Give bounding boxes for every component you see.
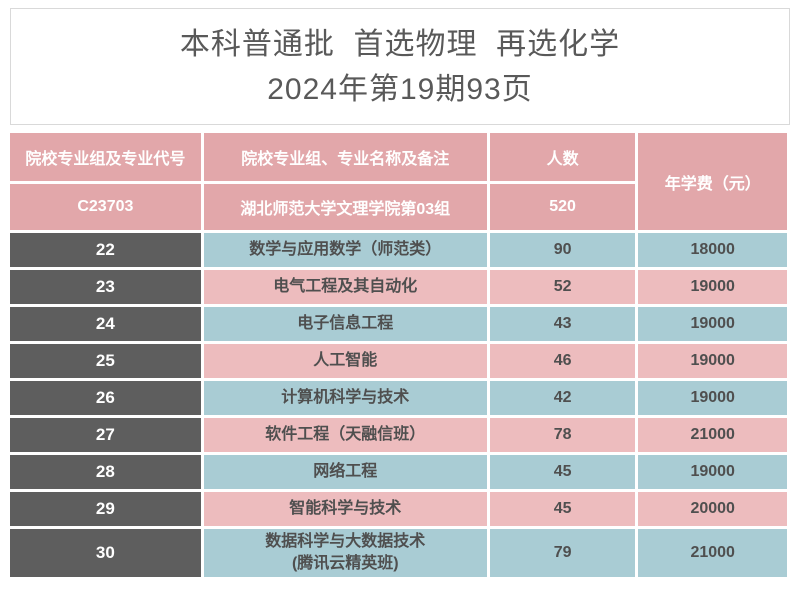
header-col-code: 院校专业组及专业代号 <box>10 133 201 181</box>
row-code: 28 <box>10 455 201 489</box>
row-fee: 19000 <box>638 270 787 304</box>
header-col-name: 院校专业组、专业名称及备注 <box>203 133 487 181</box>
row-name: 人工智能 <box>203 344 487 378</box>
row-name: 电子信息工程 <box>203 307 487 341</box>
group-count: 520 <box>489 184 636 230</box>
row-name: 数学与应用数学（师范类） <box>203 233 487 267</box>
row-count: 90 <box>489 233 636 267</box>
row-count: 79 <box>489 529 636 577</box>
group-code: C23703 <box>10 184 201 230</box>
group-name: 湖北师范大学文理学院第03组 <box>203 184 487 230</box>
row-code: 30 <box>10 529 201 577</box>
table-row: 24 电子信息工程 43 19000 <box>10 307 787 341</box>
row-count: 45 <box>489 492 636 526</box>
table-row: 29 智能科学与技术 45 20000 <box>10 492 787 526</box>
row-count: 42 <box>489 381 636 415</box>
row-name: 智能科学与技术 <box>203 492 487 526</box>
header-col-count: 人数 <box>489 133 636 181</box>
row-name: 电气工程及其自动化 <box>203 270 487 304</box>
row-code: 29 <box>10 492 201 526</box>
row-count: 52 <box>489 270 636 304</box>
table-row: 25 人工智能 46 19000 <box>10 344 787 378</box>
row-code: 27 <box>10 418 201 452</box>
row-name: 数据科学与大数据技术 (腾讯云精英班) <box>203 529 487 577</box>
header-row: 院校专业组及专业代号 院校专业组、专业名称及备注 人数 年学费（元） <box>10 133 787 230</box>
page-title-line1: 本科普通批 首选物理 再选化学 <box>179 27 621 61</box>
title-box: 本科普通批 首选物理 再选化学 2024年第19期93页 <box>10 8 790 125</box>
row-name: 计算机科学与技术 <box>203 381 487 415</box>
row-count: 46 <box>489 344 636 378</box>
row-count: 78 <box>489 418 636 452</box>
row-code: 23 <box>10 270 201 304</box>
table-row: 28 网络工程 45 19000 <box>10 455 787 489</box>
row-fee: 19000 <box>638 307 787 341</box>
row-name: 网络工程 <box>203 455 487 489</box>
table-body: 院校专业组及专业代号 院校专业组、专业名称及备注 人数 年学费（元） C2370… <box>10 133 787 577</box>
row-count: 43 <box>489 307 636 341</box>
group-row: C23703 湖北师范大学文理学院第03组 520 <box>10 184 787 230</box>
table-row: 30 数据科学与大数据技术 (腾讯云精英班) 79 21000 <box>10 529 787 577</box>
row-code: 24 <box>10 307 201 341</box>
row-fee: 19000 <box>638 381 787 415</box>
table-row: 27 软件工程（天融信班） 78 21000 <box>10 418 787 452</box>
table-row: 26 计算机科学与技术 42 19000 <box>10 381 787 415</box>
row-code: 26 <box>10 381 201 415</box>
row-count: 45 <box>489 455 636 489</box>
row-code: 25 <box>10 344 201 378</box>
row-fee: 20000 <box>638 492 787 526</box>
admissions-table: 院校专业组及专业代号 院校专业组、专业名称及备注 人数 年学费（元） C2370… <box>7 130 790 580</box>
row-name: 软件工程（天融信班） <box>203 418 487 452</box>
row-fee: 21000 <box>638 529 787 577</box>
row-code: 22 <box>10 233 201 267</box>
header-col-fee: 年学费（元） <box>638 133 787 230</box>
table-row: 22 数学与应用数学（师范类） 90 18000 <box>10 233 787 267</box>
row-fee: 19000 <box>638 344 787 378</box>
page-title-line2: 2024年第19期93页 <box>267 72 533 106</box>
row-fee: 21000 <box>638 418 787 452</box>
table-row: 23 电气工程及其自动化 52 19000 <box>10 270 787 304</box>
page: 本科普通批 首选物理 再选化学 2024年第19期93页 院校专业组及专业代号 … <box>0 8 799 592</box>
row-fee: 19000 <box>638 455 787 489</box>
row-fee: 18000 <box>638 233 787 267</box>
